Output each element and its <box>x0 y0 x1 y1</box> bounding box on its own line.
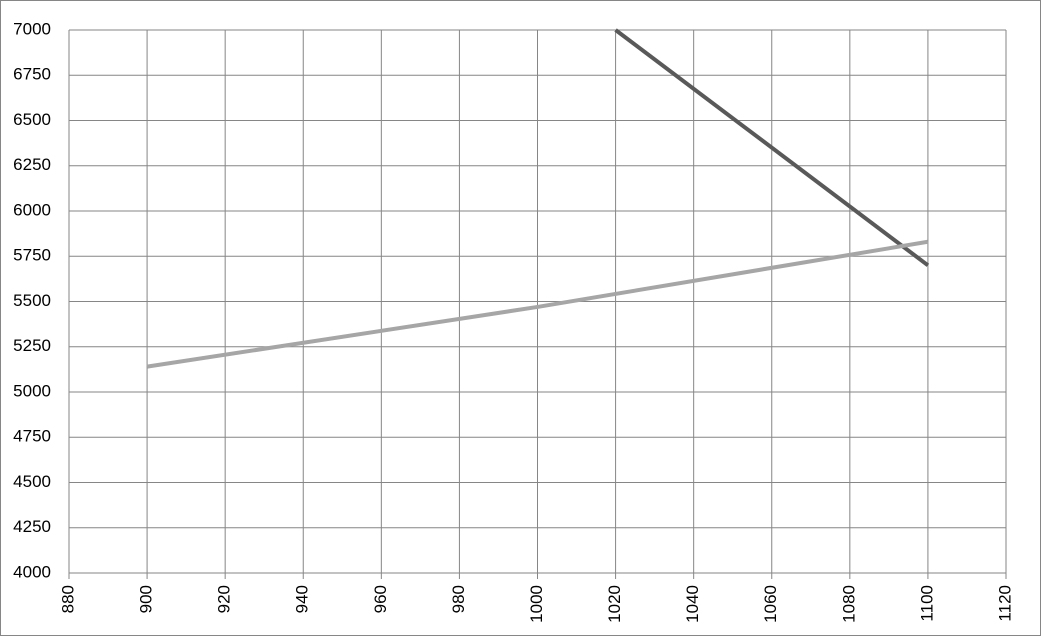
x-tick-label: 1100 <box>917 585 936 622</box>
y-tick-label: 7000 <box>13 19 51 38</box>
x-tick-label: 980 <box>449 585 468 613</box>
y-tick-label: 4250 <box>13 517 51 536</box>
series-line <box>614 28 930 267</box>
x-tick-label: 900 <box>137 585 156 613</box>
y-tick-label: 6000 <box>13 200 51 219</box>
x-tick-label: 1040 <box>683 585 702 623</box>
y-tick-label: 5500 <box>13 291 51 310</box>
y-tick-label: 5000 <box>13 381 51 400</box>
x-tick-label: 1060 <box>761 585 780 623</box>
x-tick-label: 960 <box>371 585 390 613</box>
y-tick-label: 4000 <box>13 562 51 581</box>
x-tick-label: 1000 <box>527 585 546 623</box>
x-tick-label: 1020 <box>605 585 624 623</box>
x-tick-label: 920 <box>215 585 234 613</box>
series-line <box>146 239 929 369</box>
y-tick-label: 5750 <box>13 246 51 265</box>
x-tick-label: 880 <box>58 585 77 613</box>
y-tick-label: 5250 <box>13 336 51 355</box>
y-tick-label: 4500 <box>13 472 51 491</box>
x-tick-label: 940 <box>293 585 312 613</box>
y-tick-label: 6500 <box>13 110 51 129</box>
y-tick-label: 6250 <box>13 155 51 174</box>
y-tick-label: 4750 <box>13 427 51 446</box>
x-tick-label: 1120 <box>995 585 1014 622</box>
x-tick-label: 1080 <box>839 585 858 623</box>
y-tick-label: 6750 <box>13 65 51 84</box>
